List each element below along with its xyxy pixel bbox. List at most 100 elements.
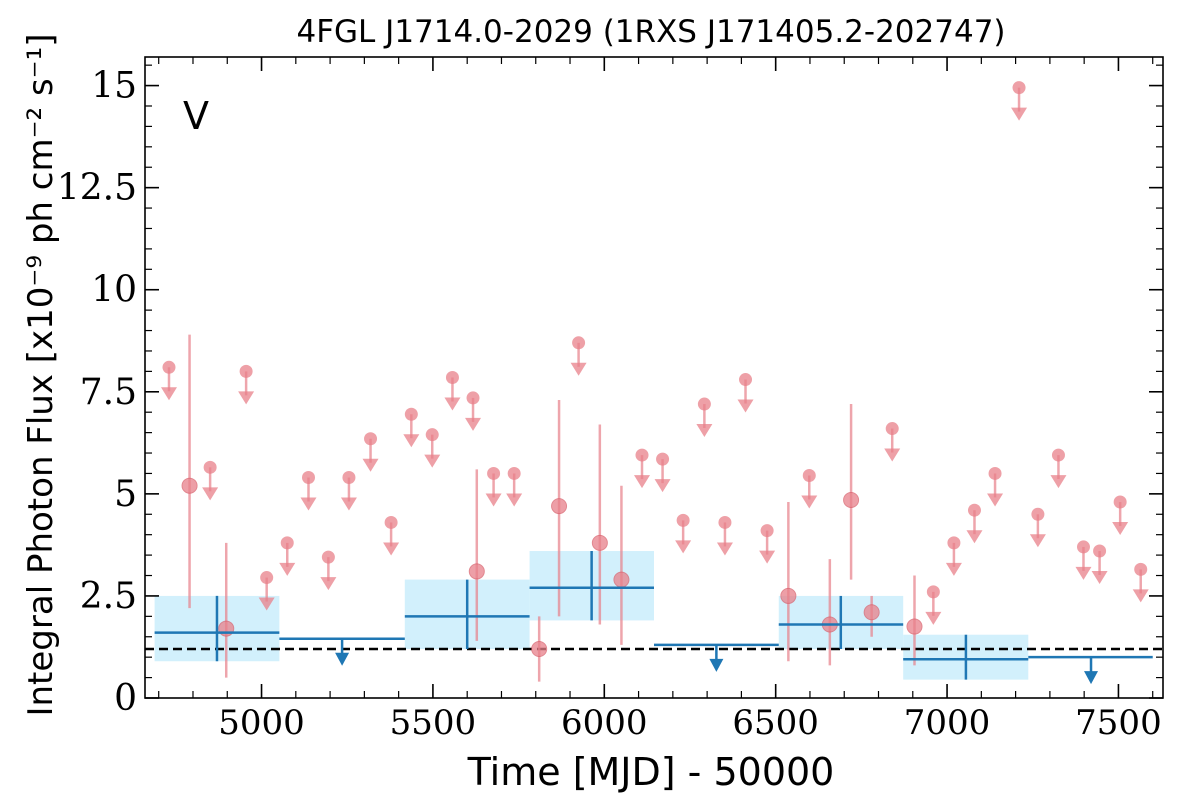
fine-bin-point [591, 534, 608, 551]
fine-bin-upper-limit-arrow [506, 493, 523, 507]
x-tick-label: 6000 [561, 703, 648, 743]
fine-bin-upper-limit-arrow [1011, 107, 1028, 121]
fine-bin-upper-limit-point [404, 407, 418, 421]
fine-bin-upper-limit-point [1031, 507, 1045, 521]
fine-bin-upper-limit-point [802, 468, 816, 482]
fine-bin-series [160, 81, 1149, 682]
coarse-bin-upper-limit-arrow [335, 652, 350, 666]
fine-bin-upper-limit-arrow [570, 362, 587, 376]
fine-bin-upper-limit-point [301, 471, 315, 485]
fine-bin-upper-limit-point [280, 536, 294, 550]
fine-bin-upper-limit-point [203, 460, 217, 474]
fine-bin-upper-limit-point [635, 448, 649, 462]
fine-bin-upper-limit-arrow [675, 540, 692, 554]
fine-bin-upper-limit-point [697, 397, 711, 411]
fine-bin-upper-limit-point [239, 364, 253, 378]
fine-bin-upper-limit-arrow [1029, 534, 1046, 548]
fine-bin-upper-limit-arrow [444, 397, 461, 411]
y-tick-label: 12.5 [57, 168, 137, 209]
fine-bin-upper-limit-arrow [465, 417, 482, 431]
y-tick-label: 15 [91, 66, 137, 107]
axis-ticks [145, 57, 1163, 699]
fine-bin-upper-limit-arrow [925, 611, 942, 625]
fine-bin-upper-limit-arrow [1132, 589, 1149, 603]
y-tick-label: 7.5 [80, 372, 137, 413]
fine-bin-upper-limit-arrow [424, 454, 441, 468]
fine-bin-upper-limit-arrow [238, 391, 255, 405]
fine-bin-upper-limit-arrow [362, 458, 379, 472]
fine-bin-upper-limit-arrow [759, 550, 776, 564]
fine-bin-upper-limit-arrow [696, 424, 713, 438]
fine-bin-upper-limit-arrow [202, 487, 219, 501]
axis-tick-labels: 5000 5500 6000 6500 7000 7500 0 2.5 5 7.5 10 12.5 15 [57, 66, 1162, 743]
fine-bin-upper-limit-point [466, 391, 480, 405]
fine-bin-upper-limit-arrow [654, 479, 671, 493]
fine-bin-point [613, 571, 630, 588]
fine-bin-upper-limit-point [885, 422, 899, 436]
coarse-bin-upper-limit-arrow [1084, 671, 1099, 685]
fine-bin-point [906, 618, 923, 635]
fine-bin-upper-limit-point [572, 336, 586, 350]
fine-bin-upper-limit-point [342, 471, 356, 485]
fine-bin-upper-limit-point [739, 373, 753, 387]
fine-bin-upper-limit-point [1076, 540, 1090, 554]
fine-bin-upper-limit-arrow [884, 448, 901, 462]
fine-bin-upper-limit-point [487, 466, 501, 480]
fine-bin-upper-limit-arrow [945, 562, 962, 576]
fine-bin-upper-limit-point [760, 524, 774, 538]
fine-bin-upper-limit-arrow [716, 542, 733, 556]
plot-frame [144, 56, 1164, 699]
fine-bin-upper-limit-arrow [403, 434, 420, 448]
fine-bin-upper-limit-arrow [485, 493, 502, 507]
x-axis-label: Time [MJD] - 50000 [467, 750, 835, 794]
fine-bin-point [843, 491, 860, 508]
fine-bin-upper-limit-point [1134, 562, 1148, 576]
fine-bin-upper-limit-arrow [340, 497, 357, 511]
fine-bin-upper-limit-arrow [160, 387, 177, 401]
fine-bin-upper-limit-point [988, 466, 1002, 480]
variability-annotation: V [183, 94, 209, 138]
fine-bin-upper-limit-arrow [737, 399, 754, 413]
fine-bin-upper-limit-arrow [634, 475, 651, 489]
fine-bin-upper-limit-point [384, 515, 398, 529]
y-tick-label: 5 [114, 474, 137, 515]
y-tick-label: 2.5 [80, 576, 137, 617]
fine-bin-upper-limit-point [1012, 81, 1026, 95]
y-axis-label: Integral Photon Flux [x10⁻⁹ ph cm⁻² s⁻¹] [21, 33, 61, 716]
fine-bin-upper-limit-point [364, 432, 378, 446]
fine-bin-upper-limit-arrow [1050, 475, 1067, 489]
fine-bin-upper-limit-point [718, 515, 732, 529]
fine-bin-upper-limit-arrow [1075, 566, 1092, 580]
fine-bin-upper-limit-point [656, 452, 670, 466]
x-tick-label: 6500 [732, 703, 819, 743]
fine-bin-point [863, 604, 880, 621]
coarse-bin-upper-limit-arrow [709, 658, 724, 672]
y-tick-label: 0 [114, 678, 137, 719]
fine-bin-upper-limit-arrow [279, 562, 296, 576]
fine-bin-upper-limit-point [1051, 448, 1065, 462]
y-tick-label: 10 [91, 270, 137, 311]
fine-bin-upper-limit-arrow [383, 542, 400, 556]
fine-bin-upper-limit-point [1093, 544, 1107, 558]
fine-bin-upper-limit-point [676, 513, 690, 527]
fine-bin-upper-limit-arrow [320, 577, 337, 591]
fine-bin-upper-limit-point [1113, 495, 1127, 509]
fine-bin-upper-limit-arrow [801, 495, 818, 509]
fine-bin-upper-limit-point [162, 360, 176, 374]
fine-bin-upper-limit-arrow [258, 597, 275, 611]
x-tick-label: 7500 [1075, 703, 1162, 743]
fine-bin-upper-limit-point [926, 585, 940, 599]
x-tick-label: 7000 [904, 703, 991, 743]
fine-bin-upper-limit-point [967, 503, 981, 517]
fine-bin-upper-limit-arrow [966, 530, 983, 544]
fine-bin-point [531, 641, 548, 658]
fine-bin-upper-limit-point [321, 550, 335, 564]
fine-bin-upper-limit-point [260, 571, 274, 585]
fine-bin-upper-limit-arrow [1091, 571, 1108, 585]
chart-title: 4FGL J1714.0-2029 (1RXS J171405.2-202747… [296, 14, 1005, 50]
fine-bin-point [780, 587, 797, 604]
coarse-bin-series [154, 551, 1153, 685]
fine-bin-upper-limit-arrow [987, 493, 1004, 507]
x-tick-label: 5500 [390, 703, 477, 743]
